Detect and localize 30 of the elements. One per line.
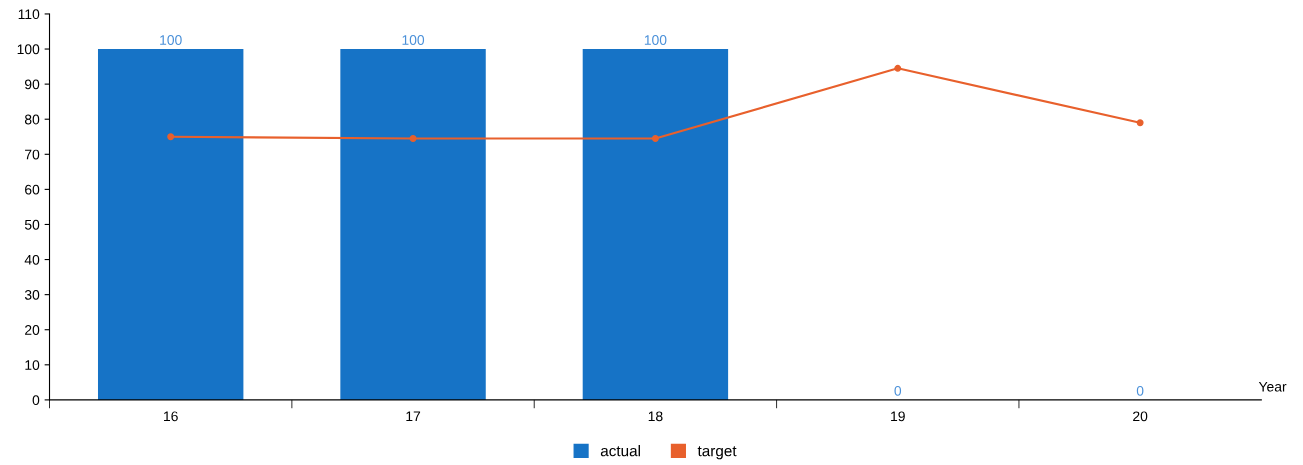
x-tick-label: 20 (1133, 411, 1148, 422)
x-tick-label: 16 (164, 411, 178, 422)
y-tick-label: 10 (25, 360, 40, 370)
data-label: 0 (894, 385, 902, 396)
y-tick-label: 0 (32, 395, 40, 406)
x-tick-label: 19 (891, 411, 905, 422)
y-tick-label: 20 (25, 325, 40, 335)
y-tick-label: 40 (24, 254, 40, 265)
y-tick-label: 60 (25, 184, 40, 195)
x-tick-label: 17 (406, 411, 421, 422)
point (1136, 119, 1144, 127)
x-tick-label: 18 (648, 411, 663, 422)
data-label: 100 (644, 35, 667, 45)
legend-label: target (697, 446, 737, 460)
data-label: 100 (160, 35, 182, 45)
y-tick-label: 50 (24, 219, 40, 230)
point (167, 133, 175, 141)
y-tick-label: 70 (25, 149, 40, 160)
y-tick-label: 110 (18, 9, 40, 20)
x-axis-title: Year (1258, 381, 1287, 392)
point (894, 64, 902, 72)
data-label: 0 (1136, 385, 1144, 396)
y-tick-label: 100 (17, 44, 40, 55)
point (651, 135, 659, 142)
data-label: 100 (402, 35, 425, 45)
point (409, 135, 417, 142)
y-tick-label: 80 (24, 114, 40, 125)
y-tick-label: 90 (25, 79, 40, 90)
y-tick-label: 30 (24, 289, 40, 300)
legend-label: actual (600, 445, 640, 457)
